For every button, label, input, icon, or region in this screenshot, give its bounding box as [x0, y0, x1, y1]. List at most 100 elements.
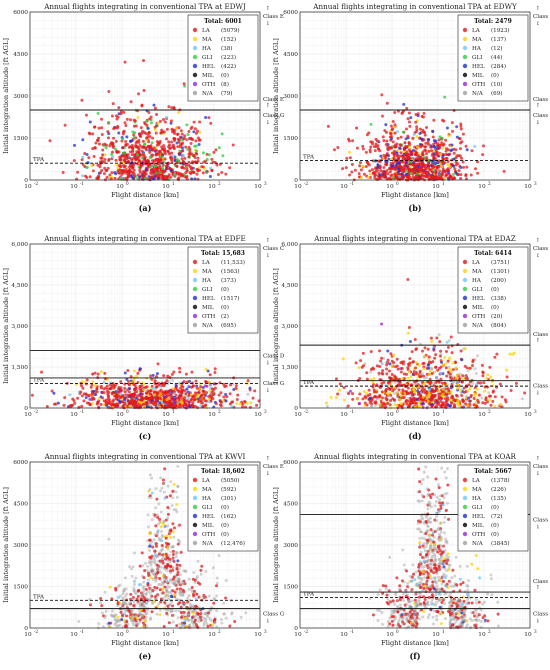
data-point — [345, 156, 349, 160]
data-point — [85, 401, 89, 405]
data-point — [406, 392, 410, 396]
data-point — [79, 390, 83, 394]
y-axis-label: Initial integration altitude [ft AGL] — [2, 38, 10, 154]
data-point — [405, 150, 409, 154]
data-point — [426, 399, 430, 403]
data-point — [187, 587, 191, 591]
data-point — [99, 156, 103, 160]
data-point — [154, 124, 158, 128]
data-point — [434, 170, 438, 174]
x-tick-exponent: 0 — [396, 181, 399, 186]
data-point — [183, 156, 187, 160]
data-point — [445, 173, 449, 177]
data-point — [123, 121, 127, 125]
data-point — [233, 620, 237, 624]
data-point — [469, 173, 473, 177]
data-point — [434, 139, 438, 143]
legend-label: MA — [472, 37, 483, 43]
data-point — [178, 370, 182, 374]
data-point — [160, 539, 164, 543]
data-point — [192, 394, 196, 398]
arrow-up-icon: ↑ — [266, 5, 271, 12]
data-point — [439, 359, 443, 363]
data-point — [99, 601, 103, 605]
data-point — [433, 161, 437, 165]
data-point — [234, 386, 238, 390]
data-point — [117, 106, 121, 110]
data-point — [176, 524, 180, 528]
data-point — [198, 138, 202, 142]
data-point — [160, 543, 164, 547]
data-point — [439, 349, 443, 353]
data-point — [488, 365, 492, 369]
data-point — [420, 144, 424, 148]
class-label: Class E — [533, 97, 550, 103]
x-tick-exponent: -2 — [34, 409, 38, 414]
data-point — [151, 373, 155, 377]
data-point — [145, 385, 149, 389]
data-point — [358, 392, 362, 396]
data-point — [450, 394, 454, 398]
data-point — [442, 142, 446, 146]
data-point — [508, 352, 512, 356]
data-point — [384, 163, 388, 167]
data-point — [390, 372, 394, 376]
data-point — [177, 396, 181, 400]
data-point — [202, 623, 206, 627]
chart-title: Annual flights integrating in convention… — [312, 2, 517, 11]
data-point — [443, 161, 447, 165]
data-point — [450, 121, 454, 125]
data-point — [200, 165, 204, 169]
data-point — [119, 610, 123, 614]
data-point — [410, 163, 414, 167]
data-point — [186, 132, 190, 136]
data-point — [207, 116, 211, 120]
data-point — [129, 174, 133, 178]
y-tick-label: 4500 — [283, 52, 298, 58]
data-point — [436, 142, 440, 146]
data-point — [450, 351, 454, 355]
data-point — [397, 167, 401, 171]
panel-caption: (b) — [408, 203, 421, 213]
data-point — [106, 130, 110, 134]
data-point — [154, 542, 158, 546]
data-point — [170, 504, 174, 508]
data-point — [118, 396, 122, 400]
legend-label: LA — [202, 28, 211, 34]
y-tick-label: 1500 — [283, 136, 298, 142]
data-point — [368, 176, 372, 180]
data-point — [203, 596, 207, 600]
data-point — [414, 382, 418, 386]
data-point — [189, 398, 193, 402]
data-point — [234, 384, 238, 388]
data-point — [361, 147, 365, 151]
data-point — [174, 383, 178, 387]
data-point — [385, 152, 389, 156]
data-point — [111, 155, 115, 159]
x-tick-label: 10 — [294, 412, 302, 418]
arrow-up-icon: ↑ — [536, 5, 541, 12]
chart-panel-a: Class E↑Class G↓TPA↑Class E↓015003000450… — [2, 2, 285, 213]
data-point — [420, 152, 424, 156]
data-point — [157, 536, 161, 540]
data-point — [404, 144, 408, 148]
data-point — [477, 393, 481, 397]
data-point — [436, 154, 440, 158]
tpa-label: TPA — [33, 157, 45, 163]
data-point — [443, 386, 447, 390]
data-point — [419, 155, 423, 159]
data-point — [454, 148, 458, 152]
data-point — [173, 173, 177, 177]
data-point — [81, 386, 85, 390]
data-point — [437, 397, 441, 401]
data-point — [145, 624, 149, 628]
legend-count: (137) — [491, 36, 506, 43]
data-point — [81, 174, 85, 178]
data-point — [372, 383, 376, 387]
data-point — [138, 564, 142, 568]
data-point — [185, 387, 189, 391]
legend-marker — [462, 295, 468, 301]
data-point — [141, 139, 145, 143]
data-point — [372, 170, 376, 174]
data-point — [378, 164, 382, 168]
